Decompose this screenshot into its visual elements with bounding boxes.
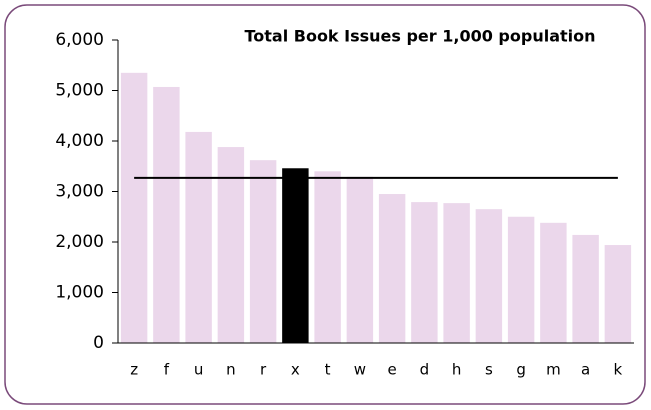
x-tick-label: a [581,361,590,379]
bar [153,86,180,343]
x-tick-label: u [194,361,204,379]
x-tick-label: t [325,361,331,379]
bar [443,203,470,343]
bar [217,147,245,343]
bar [282,168,309,343]
y-tick-label: 1,000 [55,283,104,303]
y-tick-label: 4,000 [55,131,104,151]
bar [314,171,341,343]
x-tick-label: e [388,361,397,379]
bar [411,202,438,343]
bar [475,209,503,343]
bar [378,194,406,343]
x-tick-label: m [546,361,561,379]
x-tick-label: s [485,361,493,379]
x-tick-label: n [226,361,236,379]
x-tick-label: z [130,361,138,379]
x-tick-label: d [420,361,430,379]
chart-title: Total Book Issues per 1,000 population [244,27,595,46]
bar [120,72,148,343]
y-tick-label: 6,000 [55,30,104,50]
x-tick-label: x [291,361,300,379]
x-tick-label: r [260,361,267,379]
y-tick-label: 5,000 [55,81,104,101]
y-tick-label: 2,000 [55,232,104,252]
x-tick-label: f [164,361,170,379]
x-tick-label: w [354,361,366,379]
bar [346,176,374,343]
x-tick-label: g [516,361,526,379]
x-tick-label: h [452,361,462,379]
bar [185,131,212,343]
bar [507,216,535,343]
x-tick-label: k [614,361,623,379]
bar [540,222,567,343]
y-tick-label: 0 [93,333,104,353]
y-tick-label: 3,000 [55,182,104,202]
bar [572,234,599,343]
bar [249,160,277,343]
bar [604,245,632,343]
